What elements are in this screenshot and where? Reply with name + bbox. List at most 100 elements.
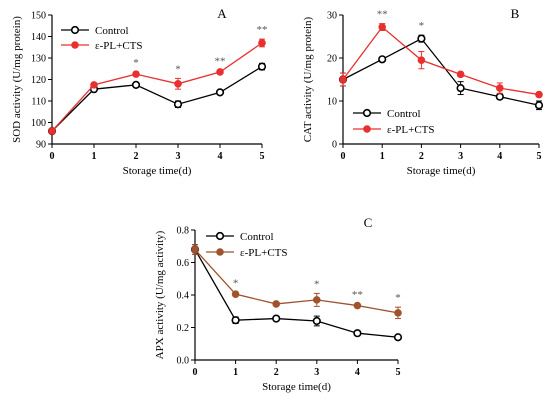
series-line xyxy=(342,37,540,106)
series-line xyxy=(51,66,263,132)
y-tick-label: 0.4 xyxy=(177,291,190,302)
legend-marker xyxy=(70,25,80,35)
x-tick-label: 1 xyxy=(233,367,238,378)
data-point xyxy=(534,101,544,110)
data-point xyxy=(258,39,266,47)
x-tick-label: 4 xyxy=(355,367,360,378)
series-treatment xyxy=(339,23,543,99)
x-tick-label: 5 xyxy=(537,151,542,162)
y-tick-label: 0.2 xyxy=(177,323,190,334)
series-line xyxy=(194,249,399,314)
significance-mark: * xyxy=(419,20,425,32)
y-tick-label: 90 xyxy=(36,140,46,151)
x-axis-label: Storage time(d) xyxy=(123,165,192,177)
y-tick-label: 0.8 xyxy=(177,226,190,237)
legend: Control ε-PL+CTS xyxy=(206,231,288,259)
x-tick-label: 2 xyxy=(274,367,279,378)
panel-label: A xyxy=(217,6,227,21)
data-point xyxy=(48,127,56,135)
data-point xyxy=(231,290,240,298)
data-point xyxy=(216,68,224,76)
legend-marker xyxy=(216,248,224,256)
significance-mark: ** xyxy=(257,24,268,36)
y-tick-label: 100 xyxy=(31,118,46,129)
data-point xyxy=(231,316,240,325)
y-axis-label: CAT activity (U/mg protein) xyxy=(302,16,314,142)
legend: Control ε-PL+CTS xyxy=(61,25,143,52)
y-tick-label: 20 xyxy=(327,54,337,65)
series-treatment xyxy=(48,38,266,135)
x-tick-label: 3 xyxy=(176,151,181,162)
y-tick-label: 150 xyxy=(31,11,46,22)
data-point xyxy=(496,84,504,92)
significance-mark: ** xyxy=(215,55,226,67)
data-point xyxy=(456,70,465,79)
data-point xyxy=(174,80,182,88)
significance-mark: * xyxy=(233,278,239,290)
legend-label: Control xyxy=(95,25,129,37)
x-tick-label: 3 xyxy=(314,367,319,378)
data-point xyxy=(378,55,387,64)
legend: Control ε-PL+CTS xyxy=(353,108,435,136)
legend-marker xyxy=(363,125,371,133)
data-point xyxy=(272,314,281,323)
panel-label: C xyxy=(364,215,373,230)
series-line xyxy=(194,249,399,338)
y-tick-label: 10 xyxy=(327,97,337,108)
x-tick-label: 5 xyxy=(260,151,265,162)
data-point xyxy=(312,316,321,326)
data-point xyxy=(272,300,281,308)
x-tick-label: 5 xyxy=(396,367,401,378)
y-tick-label: 0.0 xyxy=(177,356,190,367)
data-point xyxy=(339,75,347,84)
significance-mark: ** xyxy=(352,289,363,301)
legend-label: ε-PL+CTS xyxy=(387,124,435,136)
x-tick-label: 0 xyxy=(341,151,346,162)
data-point xyxy=(353,301,362,310)
x-tick-label: 1 xyxy=(380,151,385,162)
x-tick-label: 0 xyxy=(50,151,55,162)
data-point xyxy=(535,90,543,99)
data-point xyxy=(132,70,140,78)
x-axis-label: Storage time(d) xyxy=(262,381,331,393)
data-point xyxy=(417,56,426,64)
x-tick-label: 4 xyxy=(218,151,223,162)
data-point xyxy=(131,80,141,89)
y-tick-label: 30 xyxy=(327,11,337,22)
data-point xyxy=(353,329,362,338)
legend-label: Control xyxy=(387,108,421,120)
chart-panel-A: A 90 100 110 120 130 140 150 0 1 2 3 4 5 Storage time(… xyxy=(11,6,268,177)
y-tick-label: 120 xyxy=(31,75,46,86)
y-tick-label: 140 xyxy=(31,32,46,43)
legend-label: Control xyxy=(240,231,274,243)
data-point xyxy=(393,333,403,342)
series-control xyxy=(190,244,403,342)
legend-label: ε-PL+CTS xyxy=(240,247,288,259)
data-point xyxy=(417,34,426,43)
x-tick-label: 3 xyxy=(458,151,463,162)
significance-mark: * xyxy=(395,292,401,304)
data-point xyxy=(191,245,199,254)
x-tick-label: 4 xyxy=(497,151,502,162)
data-point xyxy=(215,88,225,97)
legend-marker xyxy=(71,41,79,49)
data-point xyxy=(394,309,402,317)
panel-label: B xyxy=(511,6,520,21)
significance-mark: ** xyxy=(377,9,388,21)
x-axis-label: Storage time(d) xyxy=(407,165,476,177)
y-tick-label: 0.6 xyxy=(177,258,190,269)
legend-marker xyxy=(215,231,225,241)
data-point xyxy=(173,100,183,109)
significance-mark: * xyxy=(314,278,320,290)
data-point xyxy=(90,81,98,89)
y-tick-label: 130 xyxy=(31,54,46,65)
x-tick-label: 2 xyxy=(134,151,139,162)
y-axis-label: SOD activity (U/mg protein) xyxy=(11,16,23,143)
data-point xyxy=(456,83,465,93)
significance-mark: * xyxy=(133,57,139,69)
x-tick-label: 0 xyxy=(193,367,198,378)
chart-panel-C: C 0.0 0.2 0.4 0.6 0.8 0 1 2 3 4 5 Storage time(d) APX… xyxy=(154,215,403,393)
data-point xyxy=(495,92,504,101)
series-line xyxy=(51,42,263,132)
